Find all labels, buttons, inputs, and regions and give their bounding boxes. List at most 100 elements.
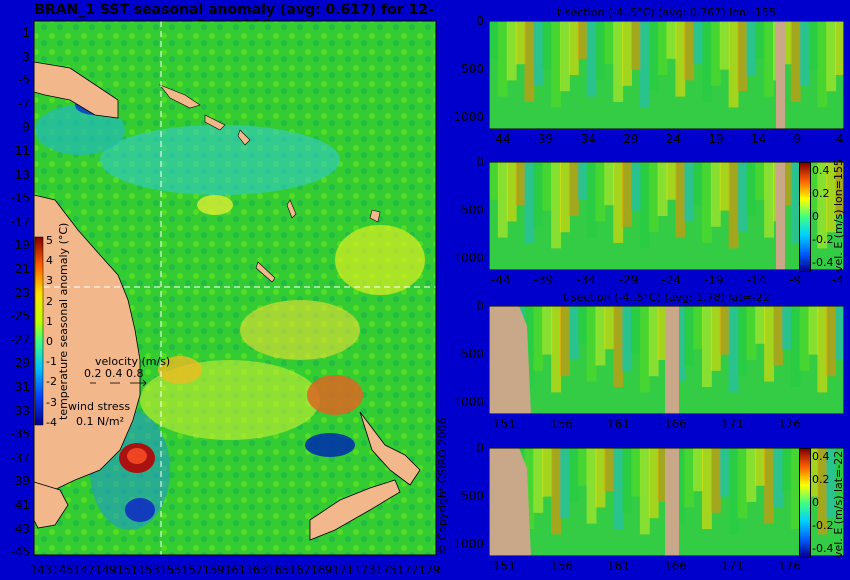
map-colorbar-tick: 3 [46,274,53,288]
section-panel-2[interactable] [489,162,844,270]
lat-tick-label: -7 [18,96,30,111]
panel-x-tick: 176 [778,417,801,431]
lat-tick-label: -35 [10,427,30,442]
lon-axis: 143 145 147 149 151 153 155 157 159 161 163 165 167 1… [30,563,440,577]
panel-y-tick: 1000 [453,110,484,124]
lat-tick-label: -17 [10,214,30,229]
panel-x-tick: 156 [550,559,573,573]
map-colorbar-tick: -2 [46,375,57,389]
panel-colorbar-tick: 0.2 [812,473,830,486]
map-colorbar-tick: 5 [46,234,53,247]
lon-tick-label: 155 [159,563,181,577]
panel-y-tick: 500 [461,62,484,76]
lat-tick-label: -1 [18,26,30,40]
section-panel-3[interactable] [489,306,844,414]
lon-tick-label: 173 [353,563,376,577]
panel-colorbar-tick: -0.4 [812,256,834,269]
panel-colorbar-tick: 0.4 [812,450,830,463]
panel-x-tick: -44 [491,132,511,146]
panel-x-tick: -4 [831,132,844,146]
lat-tick-label: -11 [10,144,30,158]
nz-south-island [309,479,401,541]
map-frame [33,20,437,556]
map-colorbar-tick: -3 [46,395,57,409]
lon-tick-label: 167 [288,563,311,577]
lon-tick-label: 169 [310,563,333,577]
panel-colorbar-tick: 0 [812,210,819,223]
nz-north-island [359,411,421,486]
panel-y-tick: 1000 [453,251,484,265]
map-colorbar [34,236,44,426]
lat-tick-label: -25 [10,309,30,324]
lon-tick-label: 151 [116,563,138,577]
lon-tick-label: 149 [94,563,117,577]
panel-colorbar-tick: -0.2 [812,519,834,532]
panel-x-tick: -4 [831,273,844,287]
australia-land [33,194,141,501]
panel-x-tick: 151 [493,417,516,431]
panel-y-tick: 0 [476,155,484,169]
panel-x-tick: 156 [550,417,573,431]
panel-colorbar-tick: 0.4 [812,164,830,177]
lat-tick-label: -43 [10,521,30,536]
panel-x-tick: -19 [704,273,724,287]
lon-tick-label: 179 [418,563,440,577]
lon-tick-label: 175 [375,563,397,577]
panel-x-tick: -39 [533,132,554,146]
panel-x-tick: 171 [721,559,744,573]
lon-tick-label: 161 [224,563,246,577]
pacific-islands [159,84,381,283]
lat-tick-label: -31 [10,380,30,394]
panel-y-tick: 500 [461,203,484,217]
lat-tick-label: -27 [10,332,30,347]
panel-x-tick: -9 [789,273,802,287]
sst-anomaly-map[interactable] [0,0,440,580]
panel-colorbar-label: vel. E (m/s) lon=155 [832,159,845,272]
panel-title: t section (-4..5°C) (avg: 1.78) lat=-22 [563,291,770,304]
lat-tick-label: -9 [18,120,30,135]
panel-x-tick: -34 [576,132,596,146]
panel-x-tick: -29 [618,273,639,287]
panel-colorbar-tick: -0.4 [812,542,834,555]
lon-tick-label: 153 [137,563,160,577]
panel-x-tick: -39 [533,273,554,287]
lon-tick-label: 165 [267,563,289,577]
panel-x-tick: 171 [721,417,744,431]
lat-tick-label: -33 [10,403,30,418]
velocity-scale: 0.2 0.4 0.8 [84,367,144,380]
lon-tick-label: 163 [245,563,268,577]
panel-y-tick: 1000 [453,537,484,551]
panel-colorbar-tick: 0.2 [812,187,830,200]
panel-x-tick: 151 [493,559,516,573]
map-colorbar-label: temperature seasonal anomaly (°C) [57,222,70,420]
panel-colorbar [799,162,811,272]
panel-y-tick: 0 [476,441,484,455]
lat-tick-label: -21 [10,262,30,276]
lat-tick-label: -19 [10,238,30,253]
map-colorbar-tick: -4 [46,415,57,429]
section-panel-4[interactable] [489,448,844,556]
lon-tick-label: 157 [181,563,203,577]
panel-x-tick: -19 [704,132,724,146]
wind-stress-scale: 0.1 N/m² [76,415,125,428]
panel-colorbar-tick: 0 [812,496,819,509]
panel-y-tick: 1000 [453,395,484,409]
lat-tick-label: -13 [10,167,30,182]
lat-tick-label: -37 [10,450,30,465]
lon-tick-label: 159 [202,563,225,577]
panel-x-tick: -24 [661,273,681,287]
lat-tick-label: -5 [18,73,30,88]
map-colorbar-tick: 2 [46,294,53,308]
panel-x-tick: -14 [746,132,767,146]
section-panel-1[interactable] [489,21,844,129]
png-land [33,61,119,119]
lat-tick-label: -15 [10,191,30,206]
copyright-text: © Copyright CSIRO 2006 [436,417,449,555]
lat-tick-label: -41 [10,498,30,512]
panel-x-tick: -9 [789,132,802,146]
lon-tick-label: 147 [73,563,95,577]
panel-colorbar-tick: -0.2 [812,233,834,246]
panel-x-tick: -29 [618,132,639,146]
panel-x-tick: -34 [576,273,596,287]
map-colorbar-tick: 4 [46,254,53,268]
